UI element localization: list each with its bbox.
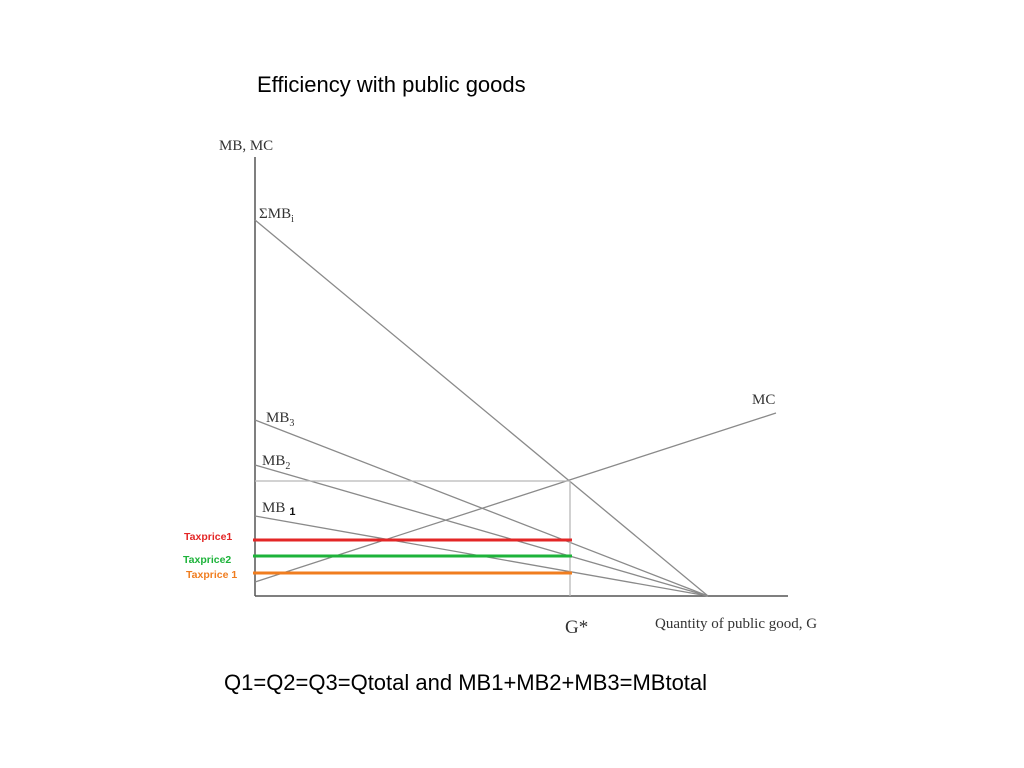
mb1-label: MB 1 bbox=[262, 500, 295, 518]
mb2-label: MB2 bbox=[262, 453, 290, 472]
mc-curve bbox=[254, 412, 777, 583]
sum-mb-label: ΣMBi bbox=[259, 206, 294, 225]
mb2-curve bbox=[254, 464, 709, 597]
mb3-label: MB3 bbox=[266, 410, 294, 429]
taxprice1-label: Taxprice1 bbox=[184, 531, 232, 543]
y-axis-label: MB, MC bbox=[219, 138, 273, 154]
taxprice2-label: Taxprice2 bbox=[183, 554, 231, 566]
x-axis-label: Quantity of public good, G bbox=[655, 616, 817, 632]
slide-caption: Q1=Q2=Q3=Qtotal and MB1+MB2+MB3=MBtotal bbox=[224, 670, 708, 695]
equilibrium-label: G* bbox=[565, 617, 588, 638]
taxprice-1-orange-label: Taxprice 1 bbox=[186, 569, 237, 581]
slide-title: Efficiency with public goods bbox=[257, 72, 526, 97]
mc-label: MC bbox=[752, 392, 775, 408]
sum-mb-curve bbox=[254, 219, 709, 597]
